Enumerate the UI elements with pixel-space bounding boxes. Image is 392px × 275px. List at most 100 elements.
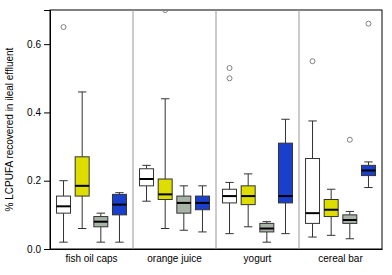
whisker-cap-high bbox=[198, 185, 206, 186]
y-axis: 0.0 0.2 0.4 0.6 bbox=[27, 11, 50, 255]
whisker-high bbox=[202, 186, 203, 196]
whisker-cap-low bbox=[364, 187, 372, 188]
group-divider bbox=[299, 10, 300, 249]
box bbox=[260, 222, 274, 242]
whisker-cap-high bbox=[97, 213, 105, 214]
whisker-low bbox=[100, 227, 101, 242]
whisker-cap-high bbox=[263, 221, 271, 222]
whisker-cap-low bbox=[78, 228, 86, 229]
box-flier bbox=[227, 66, 232, 71]
whisker-low bbox=[82, 196, 83, 228]
whisker-cap-high bbox=[59, 180, 67, 181]
box-median bbox=[195, 202, 209, 204]
whisker-cap-low bbox=[161, 228, 169, 229]
x-tick: orange juice bbox=[147, 253, 202, 264]
whisker-low bbox=[285, 203, 286, 234]
y-tick-mark bbox=[44, 249, 50, 250]
box bbox=[324, 189, 338, 235]
box-median bbox=[75, 185, 89, 187]
whisker-cap-low bbox=[180, 230, 188, 231]
box bbox=[158, 10, 172, 229]
x-tick-label: cereal bar bbox=[318, 253, 363, 264]
box-series bbox=[94, 137, 357, 242]
box-body bbox=[361, 165, 375, 175]
box-body bbox=[140, 169, 154, 186]
y-tick: 0.0 bbox=[27, 244, 50, 255]
box bbox=[75, 92, 89, 229]
group-divider bbox=[216, 10, 217, 249]
whisker-high bbox=[349, 211, 350, 214]
box-body bbox=[94, 217, 108, 227]
whisker-high bbox=[368, 162, 369, 165]
box-median bbox=[324, 209, 338, 211]
whisker-low bbox=[248, 205, 249, 227]
box bbox=[195, 186, 209, 232]
box bbox=[177, 186, 191, 230]
whisker-high bbox=[183, 186, 184, 196]
box-median bbox=[112, 204, 126, 206]
whisker-cap-high bbox=[161, 98, 169, 99]
box-series bbox=[75, 10, 338, 235]
whisker-cap-low bbox=[115, 242, 123, 243]
box-median bbox=[278, 195, 292, 197]
box-body bbox=[112, 194, 126, 214]
box-body bbox=[177, 196, 191, 213]
y-tick: 0.6 bbox=[27, 39, 50, 50]
box bbox=[361, 21, 375, 187]
y-tick-mark bbox=[44, 181, 50, 182]
whisker-high bbox=[285, 119, 286, 143]
whisker-cap-low bbox=[225, 233, 233, 234]
whisker-low bbox=[312, 223, 313, 237]
box bbox=[278, 119, 292, 233]
whisker-high bbox=[331, 189, 332, 199]
whisker-cap-low bbox=[263, 242, 271, 243]
box-series bbox=[112, 21, 375, 242]
box bbox=[57, 25, 71, 243]
box-body bbox=[306, 159, 320, 224]
whisker-cap-low bbox=[308, 237, 316, 238]
whisker-cap-low bbox=[142, 201, 150, 202]
box-median bbox=[241, 195, 255, 197]
whisker-low bbox=[63, 213, 64, 242]
box-body bbox=[223, 189, 237, 203]
box-flier bbox=[163, 10, 168, 13]
whisker-high bbox=[229, 182, 230, 189]
whisker-low bbox=[146, 186, 147, 201]
x-tick-label: yogurt bbox=[244, 253, 272, 264]
box bbox=[306, 59, 320, 237]
box-body bbox=[75, 157, 89, 196]
whisker-high bbox=[100, 213, 101, 216]
box bbox=[140, 165, 154, 201]
chart: 0.0 0.2 0.4 0.6 fish oil caps orange juice yog… bbox=[0, 0, 392, 275]
whisker-high bbox=[63, 181, 64, 196]
box-median bbox=[140, 178, 154, 180]
box bbox=[223, 66, 237, 234]
whisker-cap-high bbox=[364, 161, 372, 162]
x-tick: cereal bar bbox=[318, 253, 363, 264]
group-divider bbox=[133, 10, 134, 249]
y-tick-mark bbox=[44, 44, 50, 45]
whisker-low bbox=[331, 217, 332, 236]
whisker-low bbox=[368, 176, 369, 188]
whisker-low bbox=[183, 213, 184, 230]
whisker-cap-low bbox=[198, 231, 206, 232]
whisker-cap-low bbox=[244, 226, 252, 227]
box-body bbox=[343, 215, 357, 224]
y-tick-label: 0.2 bbox=[27, 175, 41, 186]
whisker-high bbox=[165, 99, 166, 179]
plot-frame bbox=[50, 10, 382, 249]
box-median bbox=[57, 205, 71, 207]
whisker-cap-high bbox=[225, 182, 233, 183]
whisker-cap-high bbox=[244, 173, 252, 174]
x-axis: fish oil caps orange juice yogurt cereal ba… bbox=[51, 250, 383, 265]
x-tick: fish oil caps bbox=[65, 253, 117, 264]
x-tick-label: fish oil caps bbox=[65, 253, 117, 264]
box-median bbox=[223, 195, 237, 197]
whisker-high bbox=[82, 92, 83, 157]
box-median bbox=[361, 169, 375, 171]
y-tick-label: 0.6 bbox=[27, 39, 41, 50]
whisker-cap-low bbox=[59, 242, 67, 243]
box bbox=[241, 174, 255, 227]
group-dividers bbox=[133, 10, 299, 249]
y-tick: 0.4 bbox=[27, 107, 50, 118]
